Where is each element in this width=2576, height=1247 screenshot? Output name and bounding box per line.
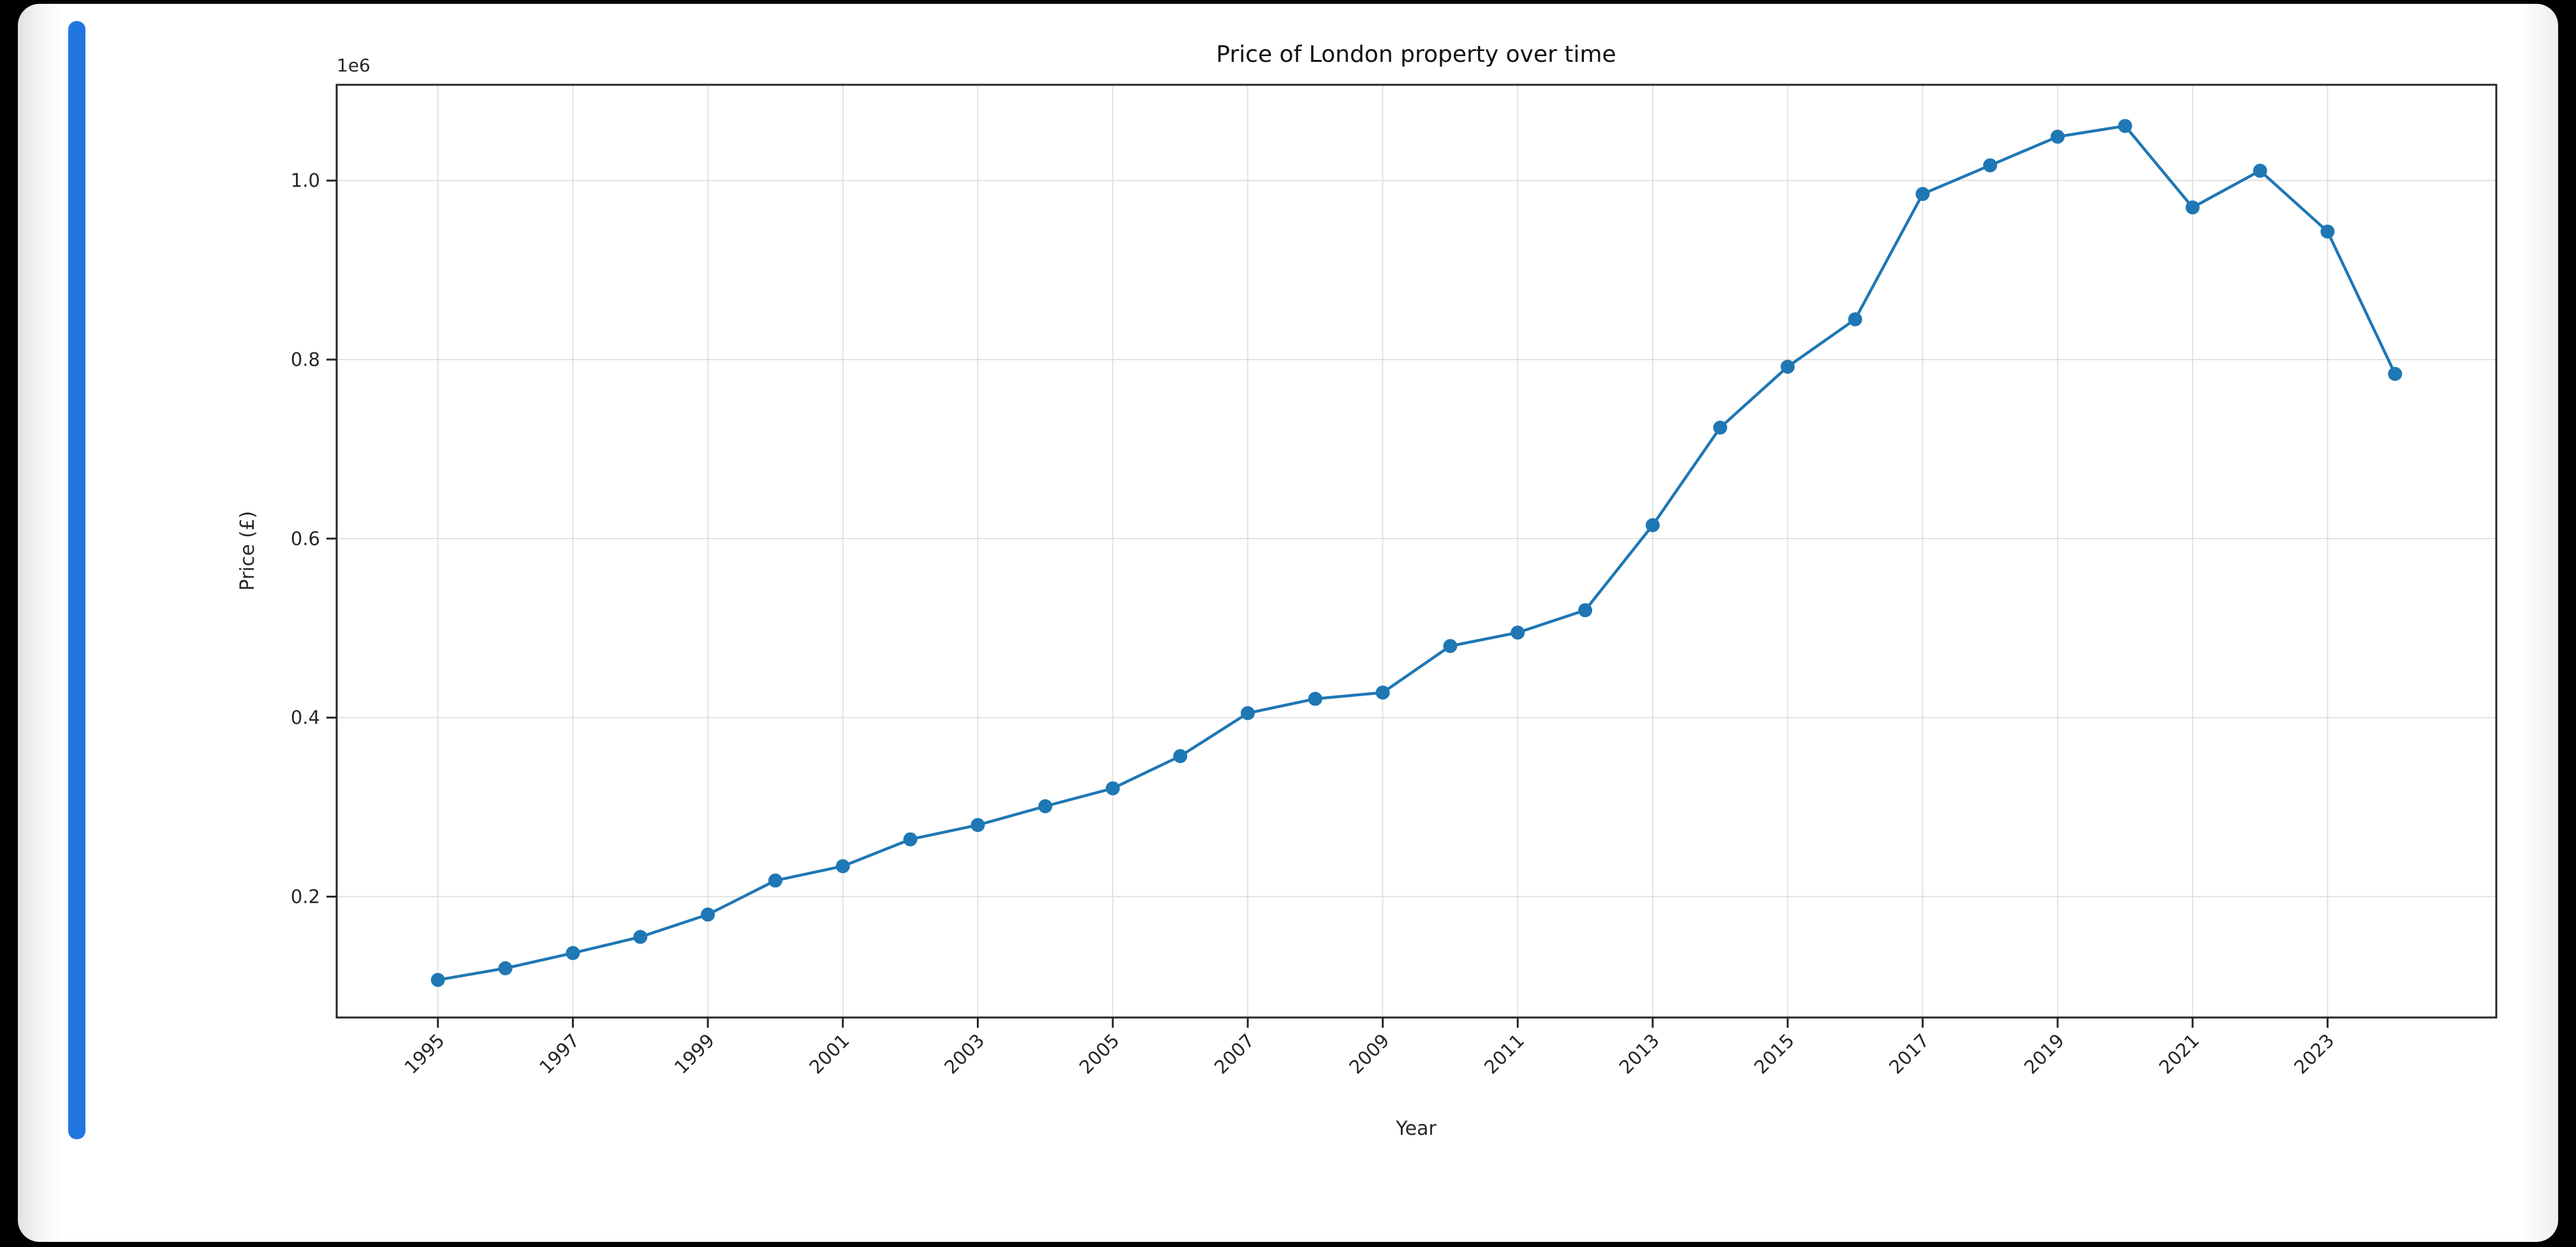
y-axis-label: Price (£)	[237, 511, 259, 590]
x-tick-label: 2011	[1480, 1030, 1528, 1078]
x-tick-label: 2015	[1750, 1030, 1798, 1078]
data-point	[1915, 187, 1930, 201]
data-point	[1645, 518, 1660, 532]
data-point	[430, 973, 445, 988]
y-axis-offset-label: 1e6	[337, 55, 370, 76]
data-point	[1106, 781, 1120, 796]
x-tick-label: 2003	[940, 1030, 988, 1078]
data-point	[768, 873, 782, 888]
data-point	[2118, 119, 2132, 133]
axis-ticks	[326, 179, 2329, 1028]
data-point	[566, 945, 580, 960]
data-point	[970, 818, 985, 833]
data-point	[1240, 706, 1255, 720]
y-tick-label: 0.2	[291, 886, 320, 907]
plot-border	[335, 84, 2498, 1019]
x-tick-label: 1997	[535, 1030, 583, 1078]
x-axis-label: Year	[1395, 1118, 1437, 1140]
series-line	[436, 124, 2397, 982]
x-tick-label: 2019	[2020, 1030, 2068, 1078]
x-tick-label: 2001	[805, 1030, 854, 1078]
left-scrollbar-thumb[interactable]	[68, 21, 85, 1139]
y-tick-label: 1.0	[291, 170, 320, 191]
data-point	[1375, 685, 1390, 700]
data-point	[1780, 360, 1795, 374]
y-tick-label: 0.8	[291, 349, 320, 370]
data-point	[2253, 163, 2267, 178]
data-point	[1578, 603, 1593, 618]
y-tick-label: 0.6	[291, 528, 320, 550]
data-point	[1038, 799, 1053, 813]
data-point	[1713, 420, 1727, 435]
data-point	[1443, 639, 1458, 653]
x-tick-label: 2007	[1210, 1030, 1259, 1078]
data-point	[701, 907, 715, 922]
data-point	[2051, 129, 2065, 144]
x-tick-label: 1999	[670, 1030, 719, 1078]
data-point	[633, 930, 648, 944]
plot-spines	[335, 84, 2498, 1019]
x-tick-label: 2017	[1885, 1030, 1933, 1078]
data-point	[498, 961, 513, 975]
data-point	[2388, 367, 2403, 381]
x-tick-label: 1995	[400, 1030, 448, 1078]
data-point	[1848, 312, 1862, 326]
x-tick-label: 2005	[1075, 1030, 1123, 1078]
data-point	[1983, 158, 1998, 173]
data-point	[2320, 224, 2335, 239]
data-point	[2185, 200, 2200, 215]
data-series	[430, 119, 2403, 988]
y-tick-label: 0.4	[291, 707, 320, 729]
x-tick-label: 2009	[1345, 1030, 1393, 1078]
axis-tick-labels: 1995 1997 1999 2001 2003 2005 2007 2009 2011 2013…	[291, 170, 2338, 1078]
app-window	[18, 4, 2558, 1242]
chart-title: Price of London property over time	[1216, 41, 1616, 68]
x-tick-label: 2021	[2155, 1030, 2203, 1078]
data-point	[1511, 625, 1525, 640]
data-point	[903, 832, 918, 847]
data-point	[1173, 749, 1188, 764]
x-tick-label: 2013	[1615, 1030, 1664, 1078]
data-point	[1308, 692, 1322, 706]
x-tick-label: 2023	[2290, 1030, 2338, 1078]
grid-lines	[337, 85, 2496, 1017]
data-point	[835, 859, 850, 873]
